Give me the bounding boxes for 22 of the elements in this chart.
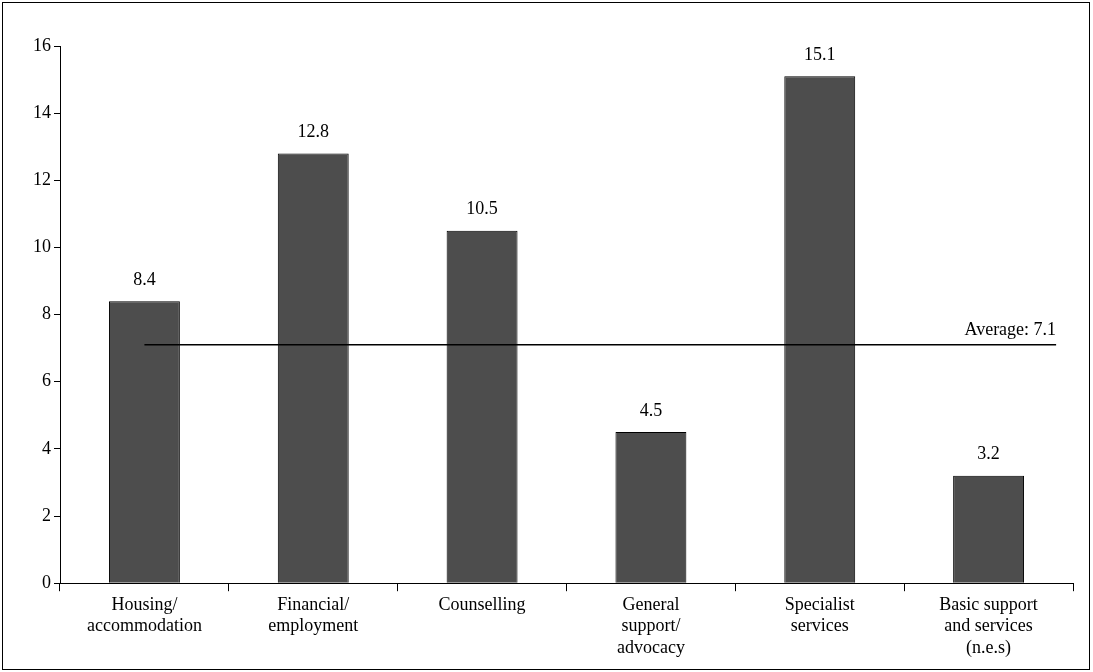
y-tick-label: 6 xyxy=(42,370,51,391)
data-label: 12.8 xyxy=(297,121,329,142)
x-tick-label: Specialist services xyxy=(784,593,855,636)
y-tick-label: 0 xyxy=(42,571,51,592)
x-tick-label: Basic support and services (n.e.s) xyxy=(939,593,1038,658)
x-tick-label: Housing/ accommodation xyxy=(86,593,202,636)
y-tick-label: 16 xyxy=(33,34,51,55)
y-tick-label: 12 xyxy=(33,169,51,190)
y-tick-label: 14 xyxy=(33,101,51,122)
x-tick-label: Counselling xyxy=(438,593,526,614)
data-label: 8.4 xyxy=(133,268,156,289)
data-label: 10.5 xyxy=(466,198,498,219)
ref-line-label: Average: 7.1 xyxy=(964,318,1057,339)
y-tick-label: 10 xyxy=(33,236,51,257)
data-label: 4.5 xyxy=(639,399,663,420)
data-label: 15.1 xyxy=(804,43,836,64)
data-label: 3.2 xyxy=(977,443,1000,464)
y-tick-label: 2 xyxy=(42,504,51,525)
y-tick-label: 8 xyxy=(42,303,51,324)
x-tick-label: General support/ advocacy xyxy=(616,593,685,657)
x-tick-label: Financial/ employment xyxy=(268,593,359,636)
y-tick-label: 4 xyxy=(42,437,51,458)
